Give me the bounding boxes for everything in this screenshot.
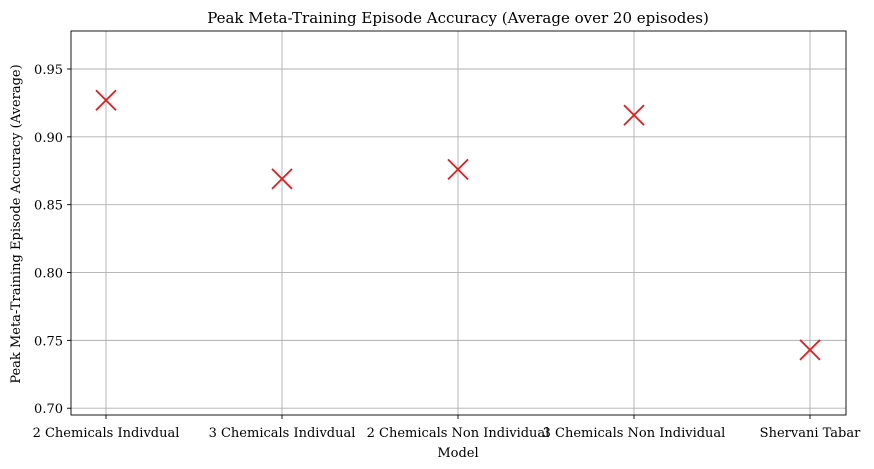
y-tick-label: 0.75 bbox=[34, 334, 63, 349]
y-axis-label: Peak Meta-Training Episode Accuracy (Ave… bbox=[9, 64, 24, 383]
plot-area bbox=[71, 31, 846, 415]
y-axis-ticks: 0.70 0.75 0.80 0.85 0.90 0.95 bbox=[34, 63, 71, 417]
data-point-stroke bbox=[271, 168, 293, 190]
data-point-stroke bbox=[447, 158, 469, 181]
y-tick-label: 0.70 bbox=[34, 402, 63, 417]
x-axis-label: Model bbox=[437, 446, 478, 461]
x-tick-label: Shervani Tabar bbox=[760, 426, 861, 441]
plot-frame bbox=[70, 30, 847, 416]
data-points bbox=[95, 89, 821, 361]
data-point-marker bbox=[623, 104, 645, 126]
x-tick-label: 2 Chemicals Non Individual bbox=[367, 426, 550, 441]
data-point-stroke bbox=[799, 339, 821, 361]
chart-title: Peak Meta-Training Episode Accuracy (Ave… bbox=[207, 9, 709, 27]
x-axis-ticks: 2 Chemicals Indivdual 3 Chemicals Indivdu… bbox=[33, 415, 861, 441]
data-point-marker bbox=[447, 158, 469, 181]
x-tick-label: 3 Chemicals Non Individual bbox=[543, 426, 726, 441]
y-tick-label: 0.80 bbox=[34, 267, 63, 282]
data-point-marker bbox=[95, 89, 117, 111]
data-point-marker bbox=[271, 168, 293, 190]
x-tick-label: 3 Chemicals Indivdual bbox=[209, 426, 356, 441]
y-tick-label: 0.95 bbox=[34, 63, 63, 78]
y-tick-label: 0.85 bbox=[34, 199, 63, 214]
data-point-marker bbox=[799, 339, 821, 361]
x-tick-label: 2 Chemicals Indivdual bbox=[33, 426, 180, 441]
grid bbox=[71, 31, 846, 415]
data-point-stroke bbox=[623, 104, 645, 126]
y-tick-label: 0.90 bbox=[34, 131, 63, 146]
data-point-stroke bbox=[95, 89, 117, 111]
